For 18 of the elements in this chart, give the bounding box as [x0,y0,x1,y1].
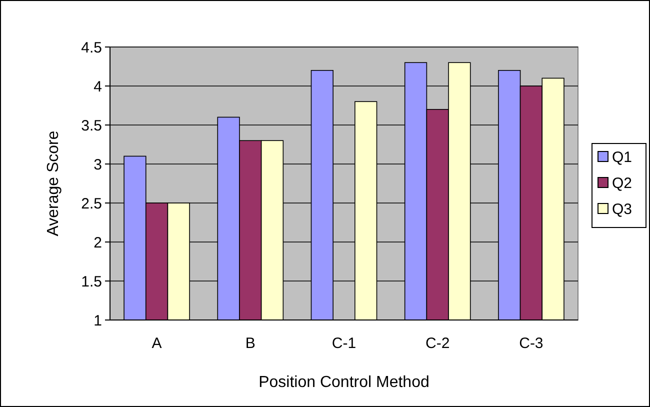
x-axis-title: Position Control Method [258,374,430,391]
y-axis-title: Average Score [45,130,62,236]
x-tick-label: C-2 [426,335,450,352]
x-tick-label: C-1 [332,335,356,352]
legend-label: Q3 [612,200,632,218]
y-tick-label: 4 [94,78,102,96]
x-tick-label: A [152,335,162,352]
y-tick-label: 2 [94,234,102,252]
y-tick-label: 1 [94,312,102,330]
y-tick-label: 3 [94,156,102,174]
y-tick-label: 4.5 [81,39,102,56]
y-tick-label: 2.5 [81,195,102,212]
x-tick-label: C-3 [519,335,544,352]
legend-label: Q1 [612,148,632,166]
x-tick-label: B [245,335,256,352]
y-tick-label: 3.5 [81,117,102,134]
y-tick-label: 1.5 [81,273,102,290]
legend-label: Q2 [612,174,632,192]
